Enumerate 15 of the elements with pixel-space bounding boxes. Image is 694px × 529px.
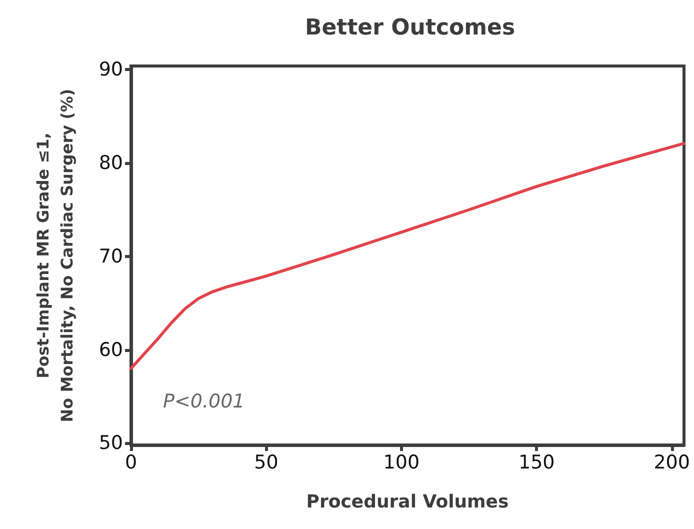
- y-tick-label: 60: [98, 338, 123, 361]
- chart-title: Better Outcomes: [304, 16, 516, 40]
- y-axis-title: Post-Implant MR Grade ≤1, No Mortality, No Cardiac Surgery (%): [34, 88, 76, 422]
- y-tick-label: 70: [98, 245, 123, 268]
- x-tick-label: 0: [124, 452, 138, 474]
- line-series: [130, 142, 686, 370]
- x-tick-label: 50: [254, 452, 278, 474]
- y-tick-label: 50: [98, 432, 123, 454]
- y-tick-label: 90: [98, 58, 123, 81]
- x-tick-label: 150: [518, 452, 555, 474]
- x-tick-label: 100: [383, 452, 420, 474]
- y-tick-label: 80: [98, 152, 123, 174]
- x-axis-title: Procedural Volumes: [306, 492, 509, 512]
- annotation: P<0.001: [163, 390, 245, 412]
- x-tick-label: 200: [654, 452, 690, 474]
